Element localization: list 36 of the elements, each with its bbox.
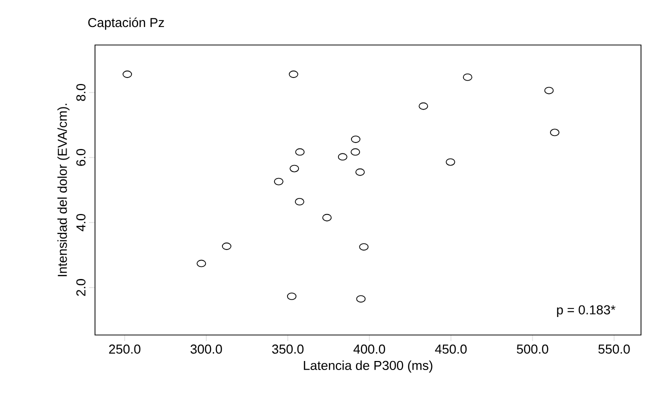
point: [462, 73, 472, 81]
x-tick-label: 550.0: [598, 344, 630, 354]
point: [222, 242, 232, 250]
point: [544, 86, 554, 94]
point: [418, 102, 428, 110]
point: [322, 214, 332, 222]
y-tick-label: 8.0: [76, 84, 86, 101]
x-tick-label: 300.0: [190, 344, 222, 354]
annotation: p = 0.183*: [557, 305, 616, 317]
point: [351, 136, 360, 143]
y-axis-title: Intensidad del dolor (EVA/cm).: [57, 104, 70, 276]
point: [274, 178, 284, 186]
point: [287, 292, 296, 300]
x-tick-label: 500.0: [516, 344, 548, 354]
point: [288, 70, 298, 78]
y-tick-label: 4.0: [76, 214, 86, 232]
point: [338, 153, 348, 161]
x-tick-label: 250.0: [109, 344, 140, 354]
point: [359, 243, 369, 251]
x-axis-title: Latencia de P300 (ms): [304, 360, 432, 373]
x-tick-label: 450.0: [435, 344, 467, 354]
point: [122, 70, 132, 78]
point: [550, 128, 560, 136]
point: [295, 148, 305, 156]
point: [446, 158, 456, 166]
y-tick-label: 2.0: [76, 279, 86, 296]
chart-title: Captación Pz: [88, 17, 164, 30]
point: [196, 260, 206, 268]
y-tick-label: 6.0: [76, 148, 86, 166]
point: [355, 168, 365, 176]
x-tick-label: 350.0: [272, 344, 304, 354]
point: [350, 148, 360, 156]
x-tick-label: 400.0: [353, 344, 386, 354]
point: [356, 295, 366, 303]
point: [294, 198, 304, 206]
point: [290, 164, 300, 172]
